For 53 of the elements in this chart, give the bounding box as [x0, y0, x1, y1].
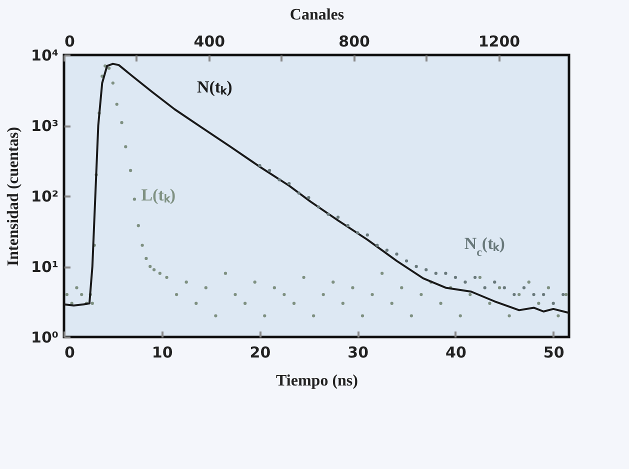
y-tick-label: 10⁰ [31, 328, 58, 346]
point [385, 248, 389, 252]
point [376, 244, 379, 247]
point [326, 212, 330, 216]
y-tick-label: 10⁴ [31, 46, 58, 64]
x2-tick-label: 1200 [478, 32, 520, 50]
point [522, 286, 526, 290]
point [258, 164, 262, 168]
x2-tick-label: 400 [194, 32, 226, 50]
x2-axis-title: Canales [290, 6, 344, 24]
point [346, 224, 350, 228]
x2-tick-label: 0 [64, 32, 75, 50]
point [424, 268, 428, 272]
point [395, 252, 398, 256]
point [552, 302, 555, 305]
point [316, 205, 320, 208]
x-axis-title: Tiempo (ns) [276, 372, 358, 390]
point [483, 286, 486, 290]
point [454, 276, 458, 279]
point [464, 280, 467, 284]
point [502, 286, 506, 290]
series-label: N$_{c}$(tₖ) [464, 234, 505, 260]
point [366, 233, 369, 237]
point [542, 292, 546, 296]
point [278, 178, 281, 182]
y-tick-label: 10³ [31, 117, 58, 135]
point [414, 264, 418, 268]
point [434, 272, 438, 275]
point [297, 192, 300, 195]
point [562, 292, 565, 296]
point [356, 231, 360, 234]
x-tick-label: 20 [250, 344, 271, 362]
point [307, 196, 310, 200]
x2-tick-label: 800 [338, 32, 370, 50]
point [336, 216, 340, 219]
x-tick-label: 0 [64, 344, 75, 362]
point [532, 292, 536, 296]
point [444, 272, 448, 275]
point [288, 182, 291, 186]
y-axis-title: Intensidad (cuentas) [5, 126, 22, 266]
x-tick-label: 40 [446, 344, 466, 362]
x-tick-label: 10 [152, 344, 173, 362]
y-tick-label: 10² [31, 188, 58, 206]
point [493, 280, 496, 284]
point [404, 259, 408, 262]
point [268, 168, 272, 172]
point [473, 276, 477, 279]
x-tick-label: 30 [348, 344, 369, 362]
x-tick-label: 50 [543, 344, 564, 362]
series-label: N(tₖ) [196, 77, 232, 96]
y-tick-label: 10¹ [31, 258, 58, 276]
series-label: L(tₖ) [141, 186, 176, 205]
point [512, 292, 516, 296]
